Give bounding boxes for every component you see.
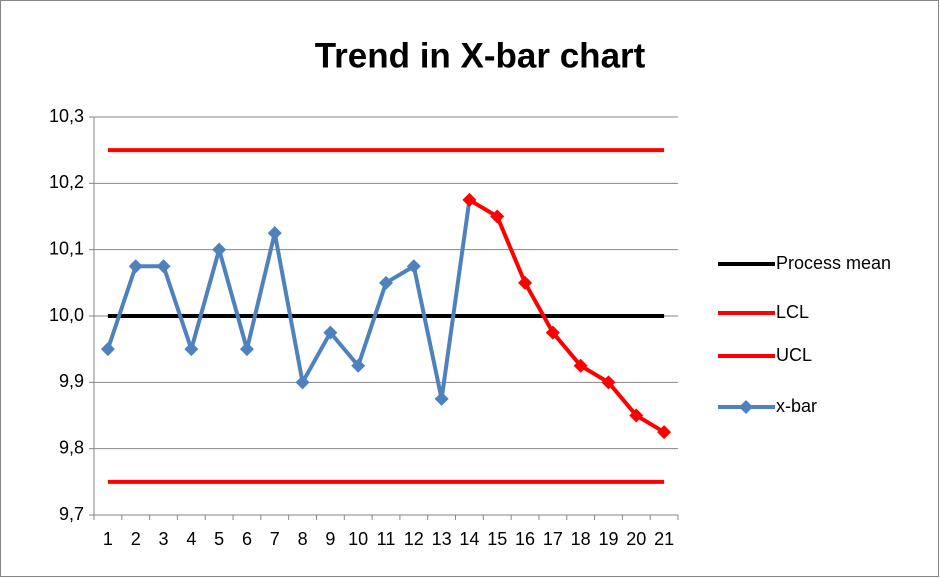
x-tick-label: 5 bbox=[214, 529, 224, 549]
data-point bbox=[518, 275, 533, 290]
x-tick-label: 14 bbox=[459, 529, 479, 549]
data-point bbox=[462, 192, 477, 207]
series-line bbox=[106, 199, 472, 401]
x-tick-label: 6 bbox=[242, 529, 252, 549]
legend-label: x-bar bbox=[776, 396, 817, 416]
x-tick-label: 21 bbox=[654, 529, 674, 549]
data-point bbox=[434, 391, 449, 406]
data-point bbox=[406, 259, 421, 274]
data-point bbox=[239, 342, 254, 357]
legend-label: LCL bbox=[776, 302, 809, 322]
data-point bbox=[351, 358, 366, 373]
x-tick-label: 8 bbox=[298, 529, 308, 549]
data-point bbox=[601, 375, 616, 390]
y-tick-label: 9,8 bbox=[59, 437, 84, 457]
data-point bbox=[323, 325, 338, 340]
x-tick-label: 15 bbox=[487, 529, 507, 549]
chart-title: Trend in X-bar chart bbox=[315, 36, 646, 75]
legend-label: UCL bbox=[776, 345, 812, 365]
data-point bbox=[545, 325, 560, 340]
x-tick-label: 2 bbox=[131, 529, 141, 549]
data-point bbox=[267, 226, 282, 241]
x-tick-label: 4 bbox=[186, 529, 196, 549]
x-tick-label: 19 bbox=[598, 529, 618, 549]
data-point bbox=[295, 375, 310, 390]
data-point bbox=[184, 342, 199, 357]
x-tick-label: 13 bbox=[432, 529, 452, 549]
x-tick-label: 12 bbox=[404, 529, 424, 549]
data-point bbox=[573, 358, 588, 373]
x-tick-label: 17 bbox=[543, 529, 563, 549]
data-point bbox=[379, 275, 393, 290]
x-tick-label: 9 bbox=[325, 529, 335, 549]
x-tick-label: 16 bbox=[515, 529, 535, 549]
x-tick-label: 3 bbox=[159, 529, 169, 549]
series-line bbox=[468, 198, 666, 434]
y-tick-label: 10,2 bbox=[49, 172, 84, 192]
x-tick-label: 7 bbox=[270, 529, 280, 549]
data-point bbox=[128, 259, 143, 274]
x-tick-label: 1 bbox=[103, 529, 113, 549]
data-point bbox=[629, 408, 644, 423]
data-point bbox=[100, 342, 115, 357]
legend-label: Process mean bbox=[776, 253, 891, 273]
x-tick-label: 10 bbox=[348, 529, 368, 549]
y-tick-label: 9,7 bbox=[59, 504, 84, 524]
x-tick-label: 11 bbox=[377, 529, 396, 549]
data-point bbox=[212, 242, 227, 257]
y-tick-label: 10,0 bbox=[49, 305, 84, 325]
y-tick-label: 10,3 bbox=[49, 106, 84, 126]
x-tick-label: 20 bbox=[626, 529, 646, 549]
data-point bbox=[490, 209, 505, 224]
x-tick-label: 18 bbox=[571, 529, 591, 549]
data-point bbox=[657, 425, 672, 440]
y-tick-label: 10,1 bbox=[49, 238, 84, 258]
legend-marker bbox=[739, 400, 753, 414]
y-tick-label: 9,9 bbox=[59, 371, 84, 391]
data-point bbox=[156, 259, 171, 274]
